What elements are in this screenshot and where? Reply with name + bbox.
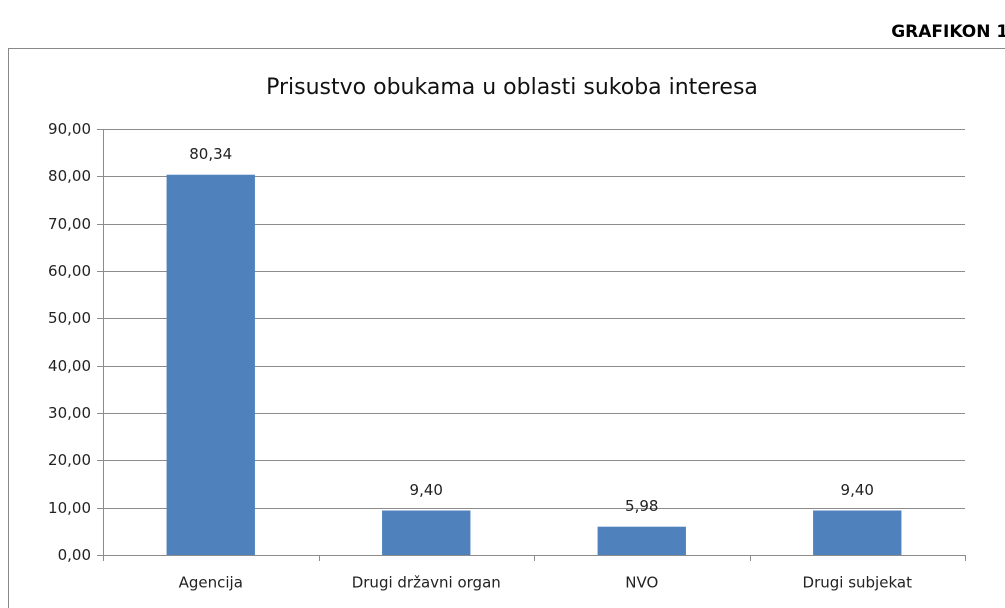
y-tick-label: 90,00	[48, 120, 91, 138]
y-tick-label: 0,00	[58, 546, 91, 564]
data-label: 9,40	[410, 481, 443, 499]
y-tick-label: 10,00	[48, 499, 91, 517]
y-tick-label: 30,00	[48, 404, 91, 422]
x-tick-label: NVO	[625, 574, 658, 592]
data-label: 80,34	[189, 145, 232, 163]
y-tick-label: 60,00	[48, 262, 91, 280]
data-label: 9,40	[841, 481, 874, 499]
bar	[382, 510, 471, 555]
y-tick-label: 20,00	[48, 451, 91, 469]
chart-title: Prisustvo obukama u oblasti sukoba inter…	[266, 75, 758, 100]
x-tick-label: Drugi subjekat	[803, 574, 913, 592]
bar	[166, 174, 255, 555]
y-tick-label: 80,00	[48, 167, 91, 185]
data-label: 5,98	[625, 497, 658, 515]
x-tick-label: Drugi državni organ	[352, 574, 501, 592]
y-tick-label: 40,00	[48, 357, 91, 375]
bar	[813, 510, 902, 555]
y-tick-label: 70,00	[48, 215, 91, 233]
y-tick-label: 50,00	[48, 309, 91, 327]
page-label: GRAFIKON 10	[891, 22, 1005, 42]
bar	[597, 526, 686, 555]
x-tick-label: Agencija	[179, 574, 243, 592]
